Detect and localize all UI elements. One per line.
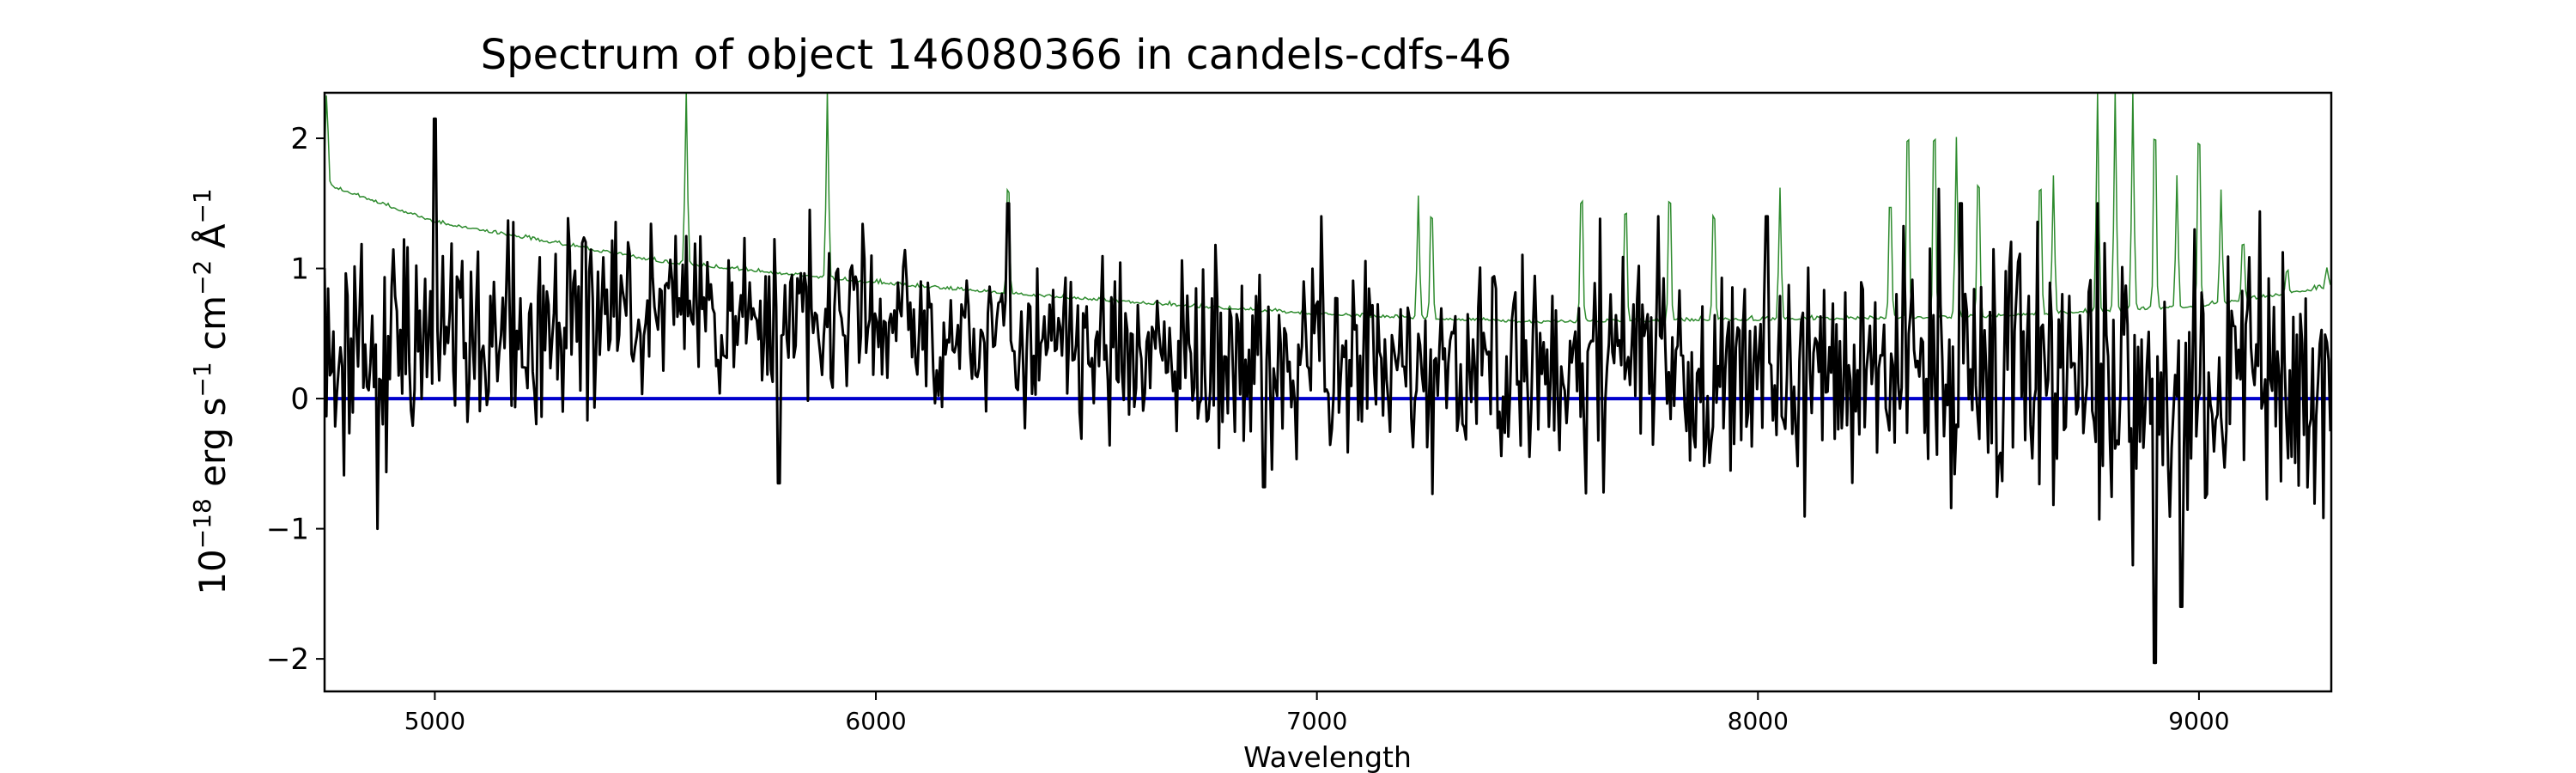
y-tick-label: −2	[266, 642, 309, 677]
y-axis-label-exp-4: −1	[188, 188, 216, 223]
y-tick-label: 0	[290, 382, 309, 417]
y-axis-label-unit-cm: cm	[191, 295, 234, 362]
y-axis-label-base: 10	[191, 549, 234, 594]
y-axis: 2 1 0 −1 −2	[266, 122, 325, 677]
y-axis-label-exp-1: −18	[188, 498, 216, 549]
y-tick-label: 2	[290, 122, 309, 156]
y-tick-label: −1	[266, 513, 309, 547]
y-axis-label-unit-erg-s: erg s	[191, 398, 234, 499]
x-axis: 5000 6000 7000 8000 9000	[404, 691, 2230, 735]
error-spectrum-line	[325, 93, 2331, 324]
x-tick-label: 7000	[1286, 707, 1347, 735]
x-tick-label: 9000	[2168, 707, 2229, 735]
chart-title: Spectrum of object 146080366 in candels-…	[481, 31, 1512, 79]
x-tick-label: 6000	[845, 707, 906, 735]
y-tick-label: 1	[290, 253, 309, 287]
y-axis-label-exp-3: −2	[188, 260, 216, 295]
plot-frame	[323, 91, 2333, 693]
x-tick-label: 5000	[404, 707, 465, 735]
y-axis-label-exp-2: −1	[188, 362, 216, 397]
plot-lines	[325, 93, 2331, 665]
flux-spectrum-line	[325, 117, 2331, 665]
y-axis-label: 10−18 erg s−1 cm−2 Å−1	[188, 188, 234, 594]
y-axis-label-unit-angstrom: Å	[191, 223, 234, 259]
x-tick-label: 8000	[1728, 707, 1789, 735]
x-axis-label: Wavelength	[1243, 740, 1412, 773]
